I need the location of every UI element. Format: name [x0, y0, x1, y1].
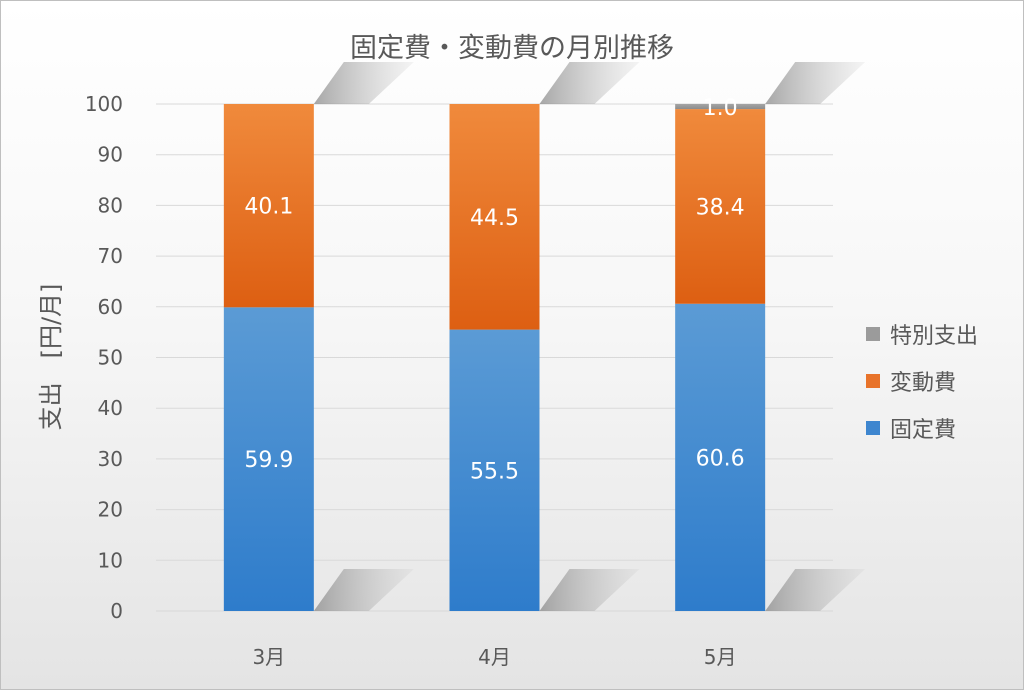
- bar-shadow: [765, 569, 866, 611]
- y-tick-label: 20: [98, 498, 123, 522]
- bar-固定費-5月: [675, 303, 766, 611]
- y-tick-label: 80: [98, 193, 123, 217]
- legend-swatch: [866, 421, 880, 435]
- y-tick-label: 60: [98, 295, 123, 319]
- y-tick-label: 0: [110, 599, 123, 623]
- data-label: 40.1: [244, 195, 293, 220]
- data-label: 55.5: [470, 459, 519, 484]
- legend-swatch: [866, 327, 880, 341]
- data-label: 38.4: [696, 195, 745, 220]
- y-tick-label: 10: [98, 548, 123, 572]
- bar-shadows: [313, 62, 866, 611]
- bar-変動費-3月: [223, 104, 314, 308]
- y-axis-title: 支出 [円/月]: [37, 284, 65, 431]
- data-label: 60.6: [696, 446, 745, 471]
- y-tick-label: 70: [98, 244, 123, 268]
- bar-shadow: [313, 62, 414, 104]
- x-category-label: 3月: [252, 645, 285, 669]
- legend-label: 特別支出: [890, 324, 978, 349]
- bar-変動費-5月: [675, 109, 766, 304]
- y-tick-label: 50: [98, 346, 123, 370]
- bar-shadow: [539, 569, 640, 611]
- x-axis-categories: 3月 4月 5月: [252, 645, 736, 669]
- x-category-label: 4月: [478, 645, 511, 669]
- bars: [223, 104, 766, 611]
- bar-shadow: [539, 62, 640, 104]
- y-tick-label: 90: [98, 143, 123, 167]
- y-axis-ticks: 0 10 20 30 40 50 60 70 80 90 100: [85, 92, 123, 623]
- legend-label: 固定費: [890, 418, 956, 443]
- bar-変動費-4月: [449, 104, 540, 330]
- bar-固定費-4月: [449, 329, 540, 611]
- x-category-label: 5月: [704, 645, 737, 669]
- bar-固定費-3月: [223, 307, 314, 611]
- bar-shadow: [765, 62, 866, 104]
- bar-shadow: [313, 569, 414, 611]
- y-tick-label: 100: [85, 92, 123, 116]
- y-tick-label: 40: [98, 396, 123, 420]
- legend-swatch: [866, 374, 880, 388]
- legend-label: 変動費: [890, 371, 956, 396]
- data-label: 1.0: [703, 96, 738, 121]
- data-label: 59.9: [244, 448, 293, 473]
- y-tick-label: 30: [98, 447, 123, 471]
- chart-title: 固定費・変動費の月別推移: [350, 33, 674, 64]
- data-labels: 59.9 40.1 55.5 44.5 60.6 38.4 1.0: [244, 96, 744, 484]
- data-label: 44.5: [470, 206, 519, 231]
- bar-特別支出-5月: [675, 104, 766, 110]
